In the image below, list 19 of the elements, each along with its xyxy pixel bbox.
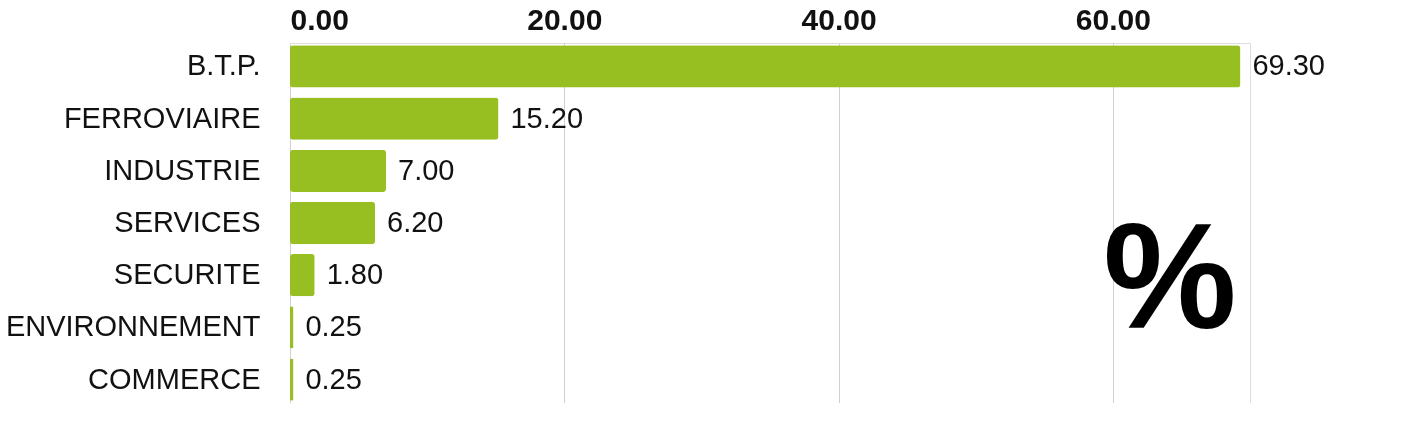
data-label: 0.25 bbox=[305, 362, 362, 395]
y-tick-label: SERVICES bbox=[114, 206, 261, 238]
y-tick-label: INDUSTRIE bbox=[104, 153, 261, 186]
x-tick-label: 20.00 bbox=[527, 2, 603, 36]
annotation: % bbox=[1103, 192, 1237, 360]
y-tick-label: B.T.P. bbox=[186, 49, 261, 82]
data-label: 0.25 bbox=[305, 310, 362, 343]
data-label: 7.00 bbox=[398, 153, 455, 186]
y-tick-label: COMMERCE bbox=[88, 362, 261, 395]
y-tick-label: SECURITE bbox=[113, 258, 261, 291]
y-tick-label: ENVIRONNEMENT bbox=[5, 310, 261, 343]
x-tick-label: 0.00 bbox=[290, 2, 349, 36]
x-tick-label: 40.00 bbox=[801, 2, 877, 36]
data-label: 15.20 bbox=[510, 101, 584, 134]
x-tick-label: 60.00 bbox=[1075, 2, 1151, 36]
data-label: 6.20 bbox=[387, 206, 444, 238]
data-label: 1.80 bbox=[326, 258, 384, 291]
data-label: 69.30 bbox=[1252, 49, 1325, 82]
y-tick-label: FERROVIAIRE bbox=[63, 101, 261, 134]
